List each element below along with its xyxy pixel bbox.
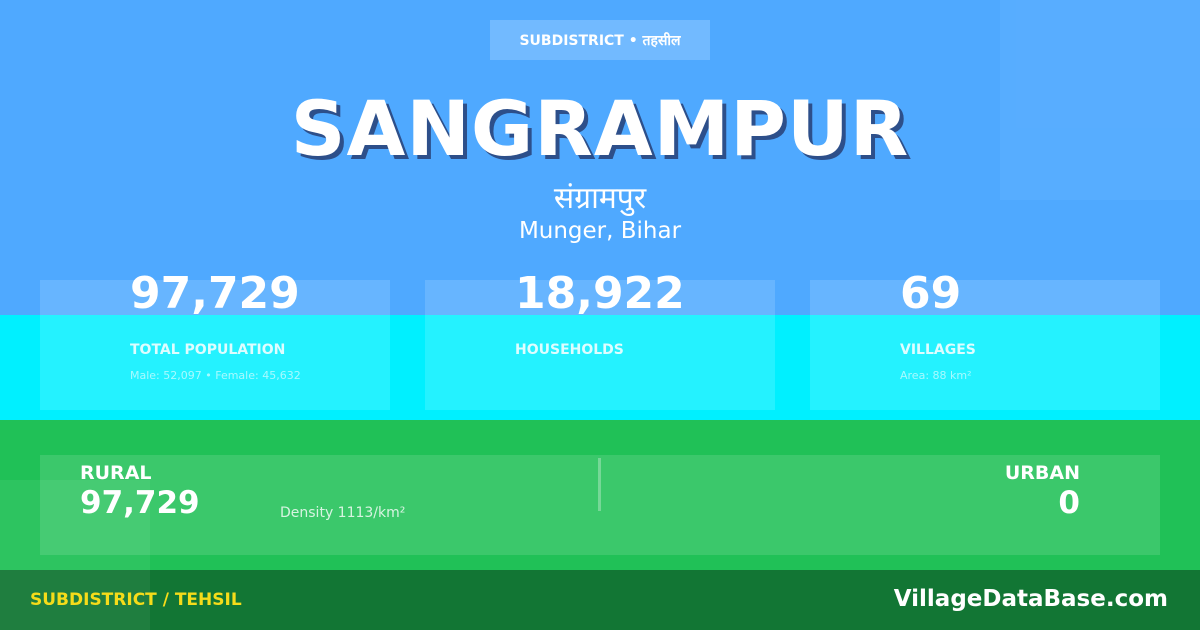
stat-label: HOUSEHOLDS	[515, 342, 624, 358]
stat-card-households: 18,922 HOUSEHOLDS	[425, 268, 775, 410]
stat-card-population: 97,729 TOTAL POPULATION Male: 52,097 • F…	[40, 268, 390, 410]
stat-card-villages: 69 VILLAGES Area: 88 km²	[810, 268, 1160, 410]
stat-label: VILLAGES	[900, 342, 976, 358]
density: Density 1113/km²	[280, 505, 406, 521]
title-hindi: संग्रामपुर	[553, 181, 647, 216]
location: Munger, Bihar	[518, 218, 682, 244]
stat-value: 18,922	[515, 268, 685, 319]
brand-link[interactable]: VillageDataBase.com	[893, 586, 1168, 612]
urban-value: 0	[1058, 485, 1080, 521]
stat-sub: Area: 88 km²	[900, 369, 972, 382]
rural-urban-band	[0, 420, 1200, 570]
header-band	[0, 0, 1200, 315]
decorative-square	[0, 480, 150, 630]
rural-label: RURAL	[80, 462, 152, 484]
stat-sub: Male: 52,097 • Female: 45,632	[130, 369, 301, 382]
type-badge: SUBDISTRICT • तहसील	[490, 20, 710, 60]
stat-value: 97,729	[130, 268, 300, 319]
page-title: SANGRAMPUR	[290, 84, 910, 173]
decorative-square	[1000, 0, 1200, 200]
stat-value: 69	[900, 268, 962, 319]
footer-label: SUBDISTRICT / TEHSIL	[30, 590, 242, 610]
divider	[598, 458, 601, 511]
footer-band	[0, 570, 1200, 630]
rural-urban-panel: RURAL 97,729 Density 1113/km² URBAN 0	[40, 455, 1160, 555]
stat-label: TOTAL POPULATION	[130, 342, 286, 358]
rural-value: 97,729	[80, 485, 200, 521]
urban-label: URBAN	[1004, 462, 1080, 484]
stats-band	[0, 315, 1200, 420]
